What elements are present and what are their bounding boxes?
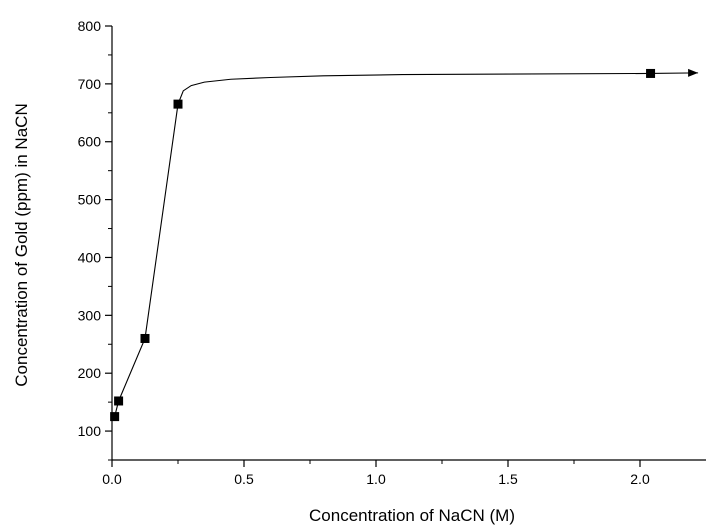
y-tick-label: 500 (78, 192, 102, 208)
arrow-head (688, 68, 699, 77)
y-tick-label: 800 (78, 18, 102, 34)
y-tick-label: 300 (78, 307, 102, 323)
data-point (646, 68, 656, 78)
plateau-curve (177, 72, 699, 105)
data-point (110, 412, 120, 422)
y-tick-label: 700 (78, 76, 102, 92)
series-lines (114, 68, 699, 417)
tick-labels: 0.0 0.5 1.0 1.5 2.0 100 200 300 400 500 600 700 800 (78, 18, 650, 487)
x-tick-label: 1.5 (498, 471, 518, 487)
y-tick-label: 100 (78, 423, 102, 439)
data-points (110, 68, 656, 422)
axes (111, 26, 706, 461)
x-tick-label: 1.0 (366, 471, 386, 487)
y-tick-label: 600 (78, 134, 102, 150)
x-tick-label: 0.5 (234, 471, 254, 487)
x-axis-title: Concentration of NaCN (M) (309, 506, 515, 525)
data-point (140, 333, 150, 343)
series-line (114, 104, 179, 417)
x-tick-label: 0.0 (102, 471, 122, 487)
y-axis-title: Concentration of Gold (ppm) in NaCN (12, 103, 31, 386)
y-tick-label: 200 (78, 365, 102, 381)
ticks (105, 25, 641, 467)
y-tick-label: 400 (78, 249, 102, 265)
data-point (173, 99, 183, 109)
data-point (114, 396, 124, 406)
x-tick-label: 2.0 (630, 471, 650, 487)
